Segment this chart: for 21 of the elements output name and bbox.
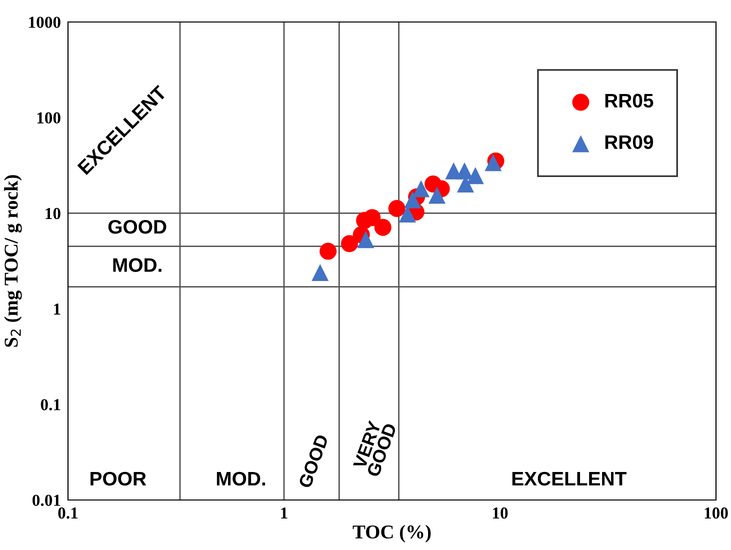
x-tick-label: 100	[704, 507, 728, 519]
annotation: GOOD	[108, 220, 166, 234]
y-tick-label: 0.1	[40, 399, 60, 410]
annotation: VERY GOOD	[352, 420, 397, 478]
annotation: POOR	[90, 472, 146, 486]
y-tick-label: 100	[37, 112, 60, 124]
x-tick-label: 10	[493, 507, 508, 519]
annotation: MOD.	[216, 472, 266, 486]
y-tick-label: 10	[46, 208, 60, 220]
x-tick-label: 1	[281, 508, 288, 519]
annotation: EXCELLENT	[512, 472, 626, 486]
legend-label: RR09	[605, 135, 654, 150]
y-tick-label: 1000	[29, 16, 60, 28]
x-tick-label: 0.1	[58, 507, 78, 519]
y-tick-label: 0.01	[32, 494, 60, 506]
annotation: GOOD	[298, 434, 329, 489]
x-axis-title: TOC (%)	[352, 524, 431, 542]
y-tick-label: 1	[54, 304, 60, 315]
annotation: MOD.	[113, 258, 162, 272]
y-axis-title: S$_{2}$ (mg TOC/ g rock)	[4, 175, 22, 347]
legend-label: RR05	[605, 94, 654, 108]
